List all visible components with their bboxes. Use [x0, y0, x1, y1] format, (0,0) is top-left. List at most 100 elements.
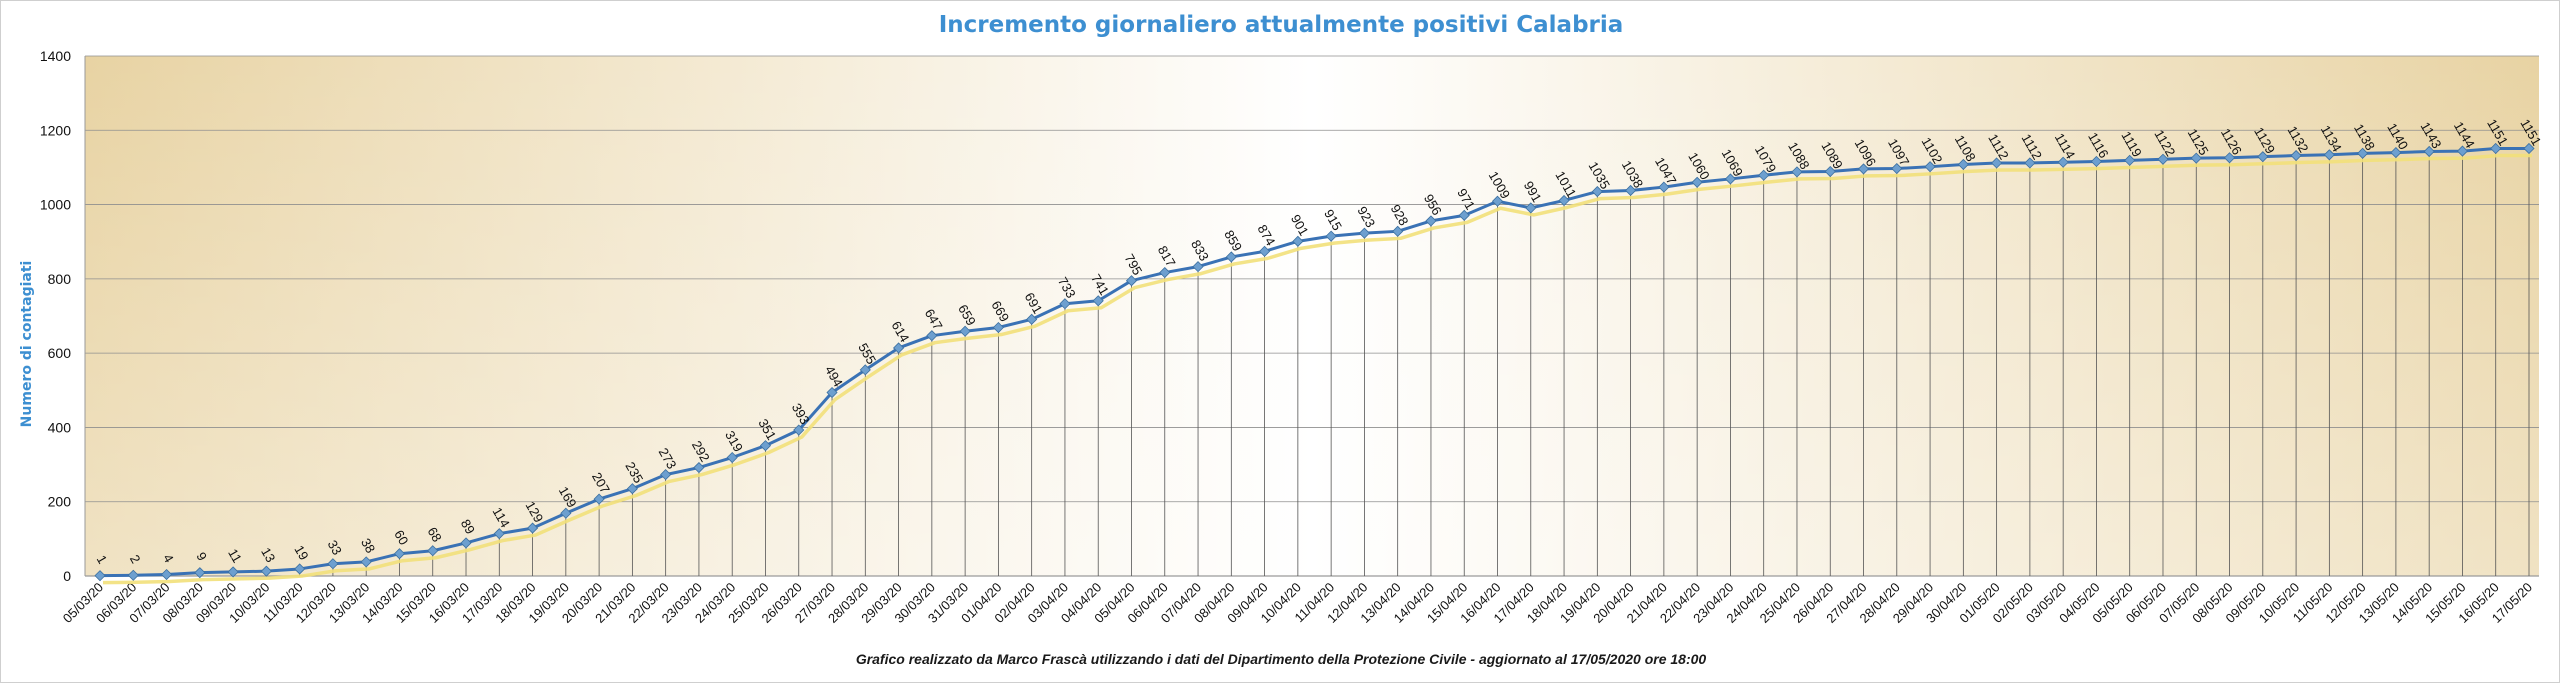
data-label: 13 — [258, 545, 278, 565]
data-point — [360, 556, 372, 568]
data-point — [2357, 147, 2369, 159]
data-point — [1891, 162, 1903, 175]
series-path — [99, 146, 2529, 578]
data-point — [560, 507, 572, 519]
data-label: 38 — [358, 536, 378, 556]
data-point — [94, 570, 106, 582]
data-point — [1358, 227, 1370, 239]
data-point — [1392, 225, 1404, 237]
drop-lines — [99, 148, 2530, 576]
data-point — [393, 548, 406, 560]
data-point — [992, 321, 1004, 334]
data-point — [194, 567, 206, 579]
data-label: 33 — [325, 537, 345, 557]
data-point — [1491, 195, 1504, 207]
data-point — [127, 569, 139, 581]
data-point — [2456, 145, 2469, 157]
data-point — [2257, 151, 2269, 163]
y-axis-label: Numero di contagiati — [19, 261, 35, 428]
data-point — [1292, 235, 1304, 247]
data-point — [1259, 245, 1271, 257]
data-point — [2523, 142, 2535, 155]
data-point — [2490, 142, 2502, 155]
data-point — [1791, 166, 1803, 178]
data-point — [1558, 194, 1570, 207]
data-point — [260, 565, 272, 577]
data-point — [2157, 153, 2169, 165]
data-label: 19 — [291, 543, 311, 563]
data-point — [2390, 147, 2402, 159]
data-point — [1591, 186, 1603, 198]
y-tick-label: 1200 — [40, 122, 71, 138]
data-point — [1991, 157, 2003, 169]
series-markers — [94, 142, 2535, 582]
data-point — [294, 563, 306, 575]
data-point — [1026, 313, 1038, 325]
data-point — [2024, 157, 2036, 169]
data-point — [793, 424, 805, 436]
y-tick-label: 0 — [63, 568, 71, 584]
data-point — [1824, 165, 1836, 178]
series-shadow-path — [102, 153, 2532, 585]
data-point — [2090, 155, 2103, 168]
data-point — [526, 522, 539, 534]
data-point — [1691, 176, 1703, 188]
y-tick-label: 1000 — [40, 197, 71, 213]
data-point — [1758, 169, 1770, 181]
data-point — [160, 568, 173, 581]
x-tick-labels: 05/03/2006/03/2007/03/2008/03/2009/03/20… — [60, 580, 2535, 626]
data-point — [1525, 202, 1537, 214]
data-point — [859, 364, 871, 376]
y-tick-label: 800 — [48, 271, 72, 287]
data-point — [826, 386, 838, 399]
data-point — [427, 545, 439, 557]
data-point — [493, 528, 505, 540]
data-point — [1325, 230, 1337, 242]
data-point — [2057, 156, 2069, 168]
series-shadow — [102, 153, 2532, 585]
data-point — [1957, 158, 1969, 171]
data-point — [1225, 251, 1237, 263]
y-tick-label: 1400 — [40, 48, 71, 64]
data-point — [959, 325, 971, 337]
data-point — [2323, 149, 2335, 161]
data-point — [2190, 152, 2202, 164]
grid — [84, 55, 2539, 577]
data-point — [759, 440, 772, 452]
data-point — [1924, 161, 1936, 173]
data-point — [1724, 173, 1736, 185]
plot-background-overlay — [85, 56, 2539, 576]
y-tick-label: 400 — [48, 419, 72, 435]
data-label: 11 — [225, 546, 245, 565]
data-point — [1458, 209, 1470, 221]
data-point — [2124, 154, 2136, 166]
data-point — [227, 566, 239, 578]
data-point — [1857, 163, 1870, 175]
data-point — [626, 483, 638, 495]
series-line — [99, 146, 2529, 578]
data-label: 68 — [425, 524, 445, 544]
data-point — [926, 330, 938, 342]
data-point — [660, 469, 672, 481]
data-point — [693, 461, 705, 474]
data-point — [1059, 298, 1071, 310]
data-point — [893, 342, 905, 354]
data-point — [1425, 215, 1437, 227]
data-point — [2423, 145, 2435, 158]
y-tick-label: 600 — [48, 345, 72, 361]
data-point — [2290, 149, 2302, 162]
data-point — [460, 537, 472, 549]
data-label: 60 — [391, 527, 411, 547]
data-point — [1159, 266, 1171, 279]
y-tick-labels: 0 200 400 600 800 1000 1200 1400 — [40, 48, 71, 584]
y-tick-label: 200 — [48, 494, 72, 510]
chart-caption: Grafico realizzato da Marco Frascà utili… — [856, 651, 1707, 667]
data-point — [2223, 152, 2236, 164]
data-point — [1192, 261, 1204, 273]
data-label: 89 — [458, 517, 478, 537]
data-point — [726, 451, 738, 464]
data-point — [593, 493, 605, 505]
data-point — [1092, 295, 1104, 307]
